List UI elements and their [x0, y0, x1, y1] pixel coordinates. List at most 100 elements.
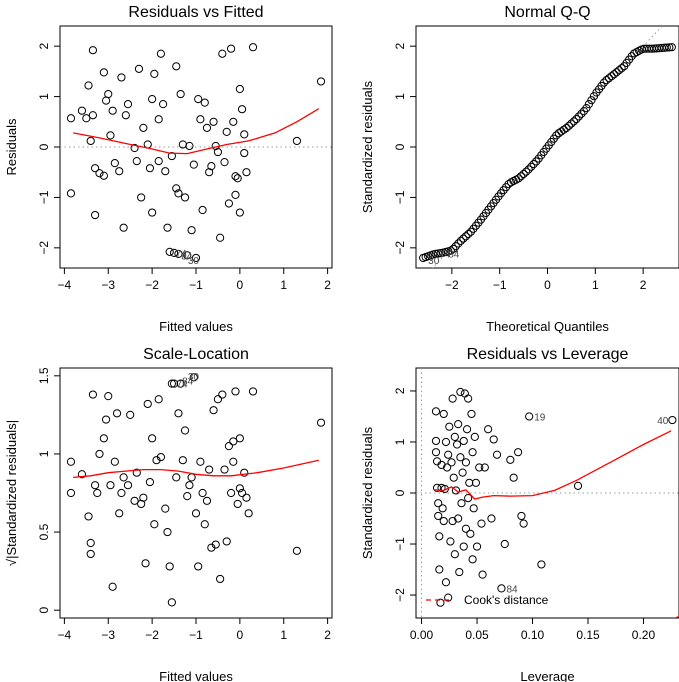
data-point	[467, 409, 476, 419]
data-point	[233, 174, 242, 183]
data-point	[161, 167, 170, 176]
x-tick-label: 1	[280, 628, 287, 642]
point-id-label: 84	[181, 251, 193, 262]
data-point	[132, 157, 141, 166]
data-point	[459, 436, 468, 446]
data-point	[450, 550, 459, 559]
data-point	[434, 249, 443, 258]
data-point	[478, 570, 487, 579]
data-point	[444, 593, 453, 602]
point-id-label: 84	[506, 584, 518, 595]
data-point	[231, 172, 240, 181]
data-point	[456, 236, 465, 245]
data-point	[163, 223, 172, 232]
data-point	[602, 76, 611, 85]
data-point	[137, 193, 146, 202]
data-point	[434, 511, 443, 521]
data-point	[599, 78, 609, 87]
y-axis-label: Residuals	[4, 118, 19, 176]
y-tick-label: −1	[393, 190, 407, 204]
y-tick-label: 2	[393, 43, 407, 50]
data-point	[244, 509, 253, 518]
x-tick-label: −1	[189, 278, 203, 292]
panel-2: Normal Q-Q −2 −1 0 1 2 −2 −1 0 1 2 Theoretical Quan…	[360, 4, 679, 334]
x-tick-label: 0	[237, 278, 244, 292]
data-point	[457, 499, 466, 508]
data-point	[191, 509, 201, 518]
data-point	[522, 167, 531, 176]
data-point	[248, 387, 258, 396]
data-point	[461, 458, 471, 467]
data-point	[235, 208, 244, 217]
data-point	[185, 141, 194, 151]
data-point	[112, 409, 122, 418]
data-point	[559, 125, 568, 134]
data-point	[132, 468, 141, 477]
data-point	[154, 115, 163, 124]
data-point	[519, 169, 528, 179]
data-point	[158, 100, 168, 109]
data-point	[183, 251, 192, 260]
y-tick-label: 1	[37, 450, 51, 457]
data-point	[477, 519, 486, 528]
data-point	[662, 43, 671, 52]
data-point	[444, 450, 453, 459]
x-tick-label: 0.15	[576, 628, 600, 642]
x-tick-label: −1	[493, 278, 507, 292]
data-point	[462, 425, 472, 434]
data-point	[497, 584, 506, 593]
data-point	[180, 193, 190, 202]
data-point	[229, 457, 238, 466]
y-tick-label: 2	[37, 43, 51, 50]
x-tick-label: −4	[58, 278, 72, 292]
y-axis-label: √|Standardized residuals|	[4, 420, 19, 566]
data-point	[150, 69, 159, 78]
panel-4: Residuals vs Leverage 0.00 0.05 0.10 0.15 0.2…	[360, 346, 679, 682]
data-point	[627, 52, 636, 61]
data-point	[442, 463, 452, 472]
data-point	[154, 157, 163, 166]
data-point	[461, 524, 471, 533]
data-point	[438, 504, 447, 513]
data-point	[226, 44, 236, 53]
x-tick-label: −3	[101, 278, 115, 292]
data-point	[514, 174, 523, 183]
x-tick-label: 2	[324, 628, 331, 642]
data-point	[141, 559, 150, 568]
x-tick-label: −4	[58, 628, 72, 642]
data-point	[154, 395, 163, 404]
data-point	[519, 519, 528, 528]
data-point	[564, 121, 573, 130]
data-point	[115, 167, 124, 176]
data-point	[143, 399, 152, 409]
data-point	[235, 434, 244, 443]
smoother-line	[73, 108, 320, 155]
data-point	[66, 189, 76, 198]
y-tick-label: 0.5	[37, 523, 51, 540]
data-point	[167, 151, 176, 161]
data-point	[449, 473, 458, 482]
x-tick-label: −2	[445, 278, 459, 292]
point-id-label: 74	[176, 380, 188, 391]
data-point	[77, 470, 87, 479]
data-point	[441, 578, 451, 587]
smoother-line	[434, 430, 672, 500]
data-point	[237, 488, 247, 498]
data-point	[167, 379, 176, 388]
x-tick-label: 0	[237, 628, 244, 642]
panel-3: Scale-Location −4 −3 −2 −1 0 1 2 0 0.5 1 1.5 Fitted …	[4, 346, 333, 682]
data-point	[145, 477, 155, 487]
data-point	[517, 172, 526, 181]
data-point	[90, 210, 100, 220]
data-point	[115, 509, 124, 518]
data-point	[537, 560, 546, 569]
data-point	[235, 484, 244, 493]
data-point	[587, 96, 596, 105]
data-point	[464, 494, 473, 503]
data-point	[573, 481, 583, 490]
data-point	[224, 442, 234, 451]
point-id-label: 84	[448, 249, 460, 260]
data-point	[88, 111, 98, 120]
data-point	[198, 205, 207, 215]
